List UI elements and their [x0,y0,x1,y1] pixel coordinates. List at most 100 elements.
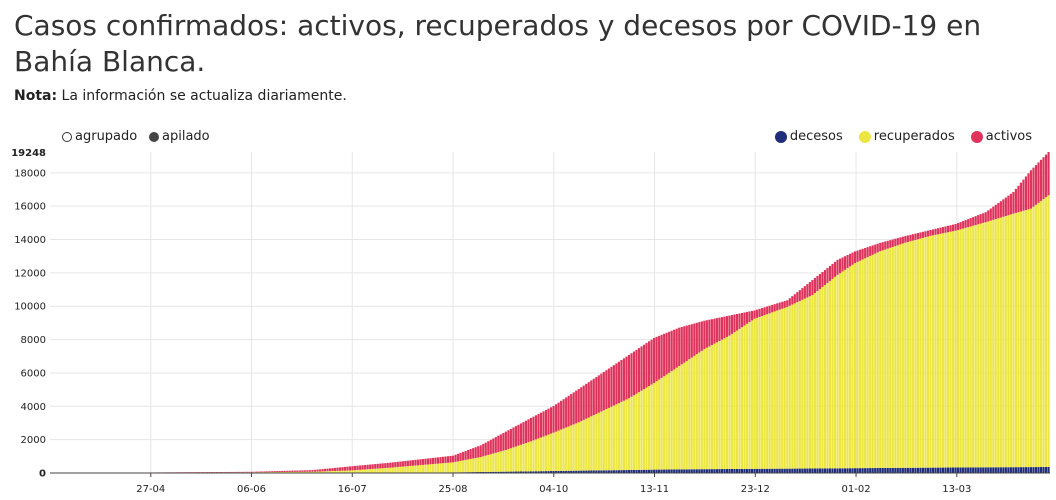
bar-decesos [555,470,558,473]
bar-recuperados [406,466,409,473]
bar-decesos [944,467,947,473]
bar-decesos [864,468,867,473]
bar-recuperados [1044,197,1048,468]
bar-recuperados [637,392,641,470]
bar-recuperados [572,424,575,471]
bar-recuperados [680,364,683,470]
bar-activos [826,267,829,283]
bar-decesos [871,468,874,473]
bar-recuperados [575,423,578,471]
radio-selected-icon[interactable] [149,131,159,142]
legend-item-recuperados[interactable]: recuperados [858,129,955,144]
bar-recuperados [615,404,618,471]
bar-decesos [886,467,889,473]
bar-decesos [517,471,520,473]
bar-recuperados [982,222,985,468]
bar-decesos [487,471,490,473]
bar-recuperados [366,469,369,473]
bar-decesos [909,467,912,473]
bar-recuperados [635,393,638,470]
bar-activos [929,230,932,236]
bar-decesos [693,469,696,473]
bar-activos [313,469,316,472]
bar-activos [801,288,804,300]
bar-activos [869,246,872,256]
bar-recuperados [482,456,485,472]
bar-recuperados [816,291,819,469]
bar-recuperados [846,268,849,469]
bar-recuperados [972,225,975,468]
bar-recuperados [459,460,462,473]
bar-decesos [512,471,515,473]
legend-item-decesos[interactable]: decesos [774,129,843,144]
bar-decesos [640,469,643,473]
bar-recuperados [361,469,364,473]
bar-activos [954,224,957,231]
bar-recuperados [766,314,769,469]
bar-activos [1027,173,1030,210]
radio-unselected-icon[interactable] [62,131,72,142]
bar-decesos [833,468,837,473]
bar-activos [550,407,553,434]
bar-decesos [826,468,829,473]
bar-recuperados [296,471,299,473]
bar-decesos [836,468,839,473]
bar-activos [653,337,656,383]
bar-activos [748,311,751,323]
bar-decesos [843,468,847,473]
bar-recuperados [977,224,980,468]
bar-activos [1022,179,1025,211]
bar-decesos [957,467,960,473]
bar-activos [384,463,387,469]
bar-decesos [934,467,937,473]
bar-activos [718,317,721,341]
bar-activos [615,363,618,405]
bar-recuperados [1024,210,1028,468]
bar-activos [781,301,784,309]
bar-activos [419,459,422,466]
bar-activos [273,471,276,473]
bar-activos [482,443,485,457]
bar-decesos [600,470,603,473]
bar-activos [394,462,397,468]
bar-recuperados [351,470,354,473]
bar-decesos [869,468,872,473]
bar-recuperados [1012,213,1015,468]
bar-recuperados [738,328,741,469]
bar-activos [685,325,688,361]
bar-recuperados [333,470,337,473]
bar-recuperados [931,235,935,468]
bar-recuperados [308,471,311,473]
mode-grouped-option[interactable]: agrupado [62,129,137,144]
bar-decesos [972,467,975,473]
bar-activos [333,467,337,471]
bar-activos [753,310,756,319]
bar-decesos [529,471,533,473]
bar-decesos [580,470,583,473]
bar-decesos [831,468,834,473]
bar-recuperados [685,360,688,470]
bar-recuperados [446,462,450,473]
legend-dot-icon [858,130,871,143]
bar-decesos [786,468,789,473]
bar-decesos [808,468,811,473]
mode-stacked-option[interactable]: apilado [149,129,210,144]
bar-activos [479,445,482,457]
bar-activos [831,263,834,279]
bar-activos [605,370,608,410]
bar-activos [861,248,864,260]
legend-item-activos[interactable]: activos [970,129,1032,144]
bar-activos [600,373,603,412]
bar-activos [766,306,769,315]
bar-activos [293,470,296,472]
bar-recuperados [791,304,794,469]
bar-recuperados [801,299,804,469]
bar-recuperados [517,445,520,472]
bar-activos [695,322,698,355]
bar-decesos [502,471,505,473]
bar-activos [896,238,899,246]
bar-decesos [926,467,930,473]
bar-recuperados [401,466,404,473]
bar-recuperados [730,333,734,469]
bar-activos [693,323,696,356]
